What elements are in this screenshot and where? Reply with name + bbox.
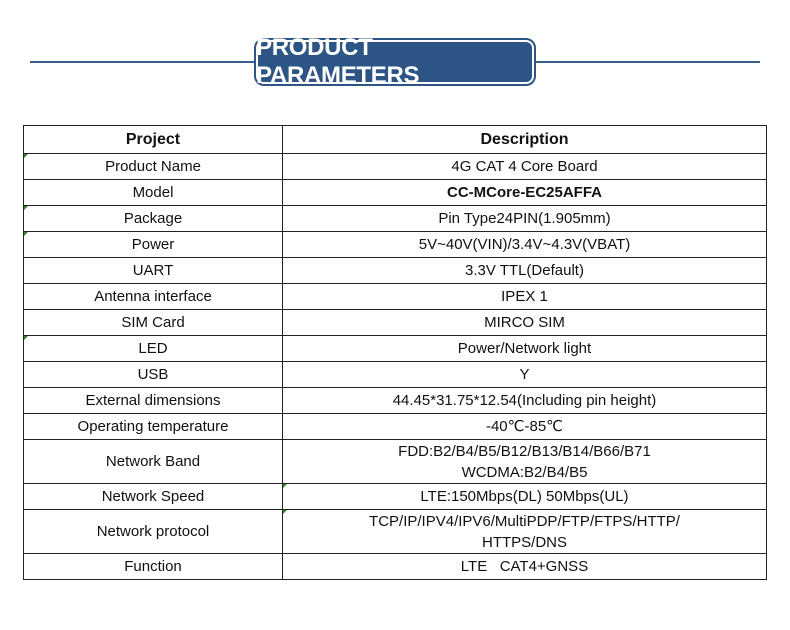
project-cell: Product Name	[23, 153, 283, 180]
table-row: Package Pin Type24PIN(1.905mm)	[23, 205, 767, 232]
project-cell: Network protocol	[23, 509, 283, 554]
table-header-row: Project Description	[23, 125, 767, 154]
header-project: Project	[23, 125, 283, 154]
project-cell: Network Band	[23, 439, 283, 484]
banner-divider-right	[534, 61, 760, 63]
project-cell: Power	[23, 231, 283, 258]
description-cell: LTE:150Mbps(DL) 50Mbps(UL)	[282, 483, 767, 510]
description-line: TCP/IP/IPV4/IPV6/MultiPDP/FTP/FTPS/HTTP/	[369, 512, 680, 530]
table-row: Network Band FDD:B2/B4/B5/B12/B13/B14/B6…	[23, 439, 767, 484]
project-cell: Model	[23, 179, 283, 206]
description-cell: -40℃-85℃	[282, 413, 767, 440]
table-row: External dimensions 44.45*31.75*12.54(In…	[23, 387, 767, 414]
project-cell: External dimensions	[23, 387, 283, 414]
table-row: Network protocol TCP/IP/IPV4/IPV6/MultiP…	[23, 509, 767, 554]
table-row: Operating temperature -40℃-85℃	[23, 413, 767, 440]
project-cell: Network Speed	[23, 483, 283, 510]
description-cell: 44.45*31.75*12.54(Including pin height)	[282, 387, 767, 414]
project-cell: UART	[23, 257, 283, 284]
description-cell: 5V~40V(VIN)/3.4V~4.3V(VBAT)	[282, 231, 767, 258]
project-cell: Antenna interface	[23, 283, 283, 310]
banner-title-box: PRODUCT PARAMETERS	[256, 34, 534, 89]
header-description: Description	[282, 125, 767, 154]
description-cell: CC-MCore-EC25AFFA	[282, 179, 767, 206]
table-row: LED Power/Network light	[23, 335, 767, 362]
description-cell: 4G CAT 4 Core Board	[282, 153, 767, 180]
description-cell: MIRCO SIM	[282, 309, 767, 336]
project-cell: LED	[23, 335, 283, 362]
description-cell: Y	[282, 361, 767, 388]
project-cell: Operating temperature	[23, 413, 283, 440]
project-cell: Function	[23, 553, 283, 580]
project-cell: USB	[23, 361, 283, 388]
banner-divider-left	[30, 61, 256, 63]
description-cell: 3.3V TTL(Default)	[282, 257, 767, 284]
project-cell: SIM Card	[23, 309, 283, 336]
table-row: Power 5V~40V(VIN)/3.4V~4.3V(VBAT)	[23, 231, 767, 258]
description-cell: TCP/IP/IPV4/IPV6/MultiPDP/FTP/FTPS/HTTP/…	[282, 509, 767, 554]
table-row: Function LTE CAT4+GNSS	[23, 553, 767, 580]
table-row: UART 3.3V TTL(Default)	[23, 257, 767, 284]
description-cell: IPEX 1	[282, 283, 767, 310]
description-cell: LTE CAT4+GNSS	[282, 553, 767, 580]
project-cell: Package	[23, 205, 283, 232]
table-row: USB Y	[23, 361, 767, 388]
table-row: Network Speed LTE:150Mbps(DL) 50Mbps(UL)	[23, 483, 767, 510]
parameters-table: Project Description Product Name 4G CAT …	[23, 125, 767, 580]
table-row: Model CC-MCore-EC25AFFA	[23, 179, 767, 206]
table-row: Product Name 4G CAT 4 Core Board	[23, 153, 767, 180]
description-line: WCDMA:B2/B4/B5	[461, 463, 588, 481]
table-row: SIM Card MIRCO SIM	[23, 309, 767, 336]
description-line: FDD:B2/B4/B5/B12/B13/B14/B66/B71	[398, 442, 651, 460]
description-cell: Pin Type24PIN(1.905mm)	[282, 205, 767, 232]
banner-title: PRODUCT PARAMETERS	[256, 34, 420, 89]
description-cell: FDD:B2/B4/B5/B12/B13/B14/B66/B71 WCDMA:B…	[282, 439, 767, 484]
description-cell: Power/Network light	[282, 335, 767, 362]
table-row: Antenna interface IPEX 1	[23, 283, 767, 310]
section-banner: PRODUCT PARAMETERS	[0, 34, 790, 89]
description-line: HTTPS/DNS	[481, 533, 567, 551]
